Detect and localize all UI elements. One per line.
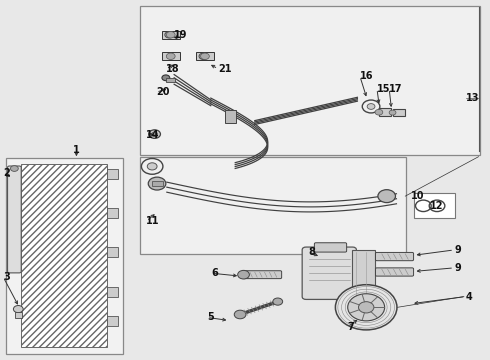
Bar [152, 181, 163, 186]
Circle shape [148, 177, 166, 190]
Bar [379, 108, 391, 116]
Text: 18: 18 [166, 64, 179, 74]
FancyBboxPatch shape [302, 247, 356, 300]
Circle shape [165, 32, 173, 38]
Text: 5: 5 [207, 312, 214, 322]
Circle shape [389, 110, 396, 115]
Circle shape [238, 270, 249, 279]
Circle shape [149, 130, 160, 138]
Text: 8: 8 [309, 247, 316, 257]
Bar [107, 287, 118, 297]
Circle shape [199, 53, 208, 59]
Text: 6: 6 [212, 268, 219, 278]
FancyBboxPatch shape [242, 271, 282, 279]
Text: 11: 11 [147, 216, 160, 226]
Bar [107, 247, 118, 257]
Text: 7: 7 [347, 322, 354, 332]
Bar [392, 109, 405, 116]
Circle shape [335, 285, 397, 330]
Bar [166, 78, 174, 82]
Bar [225, 110, 236, 123]
Text: 3: 3 [3, 272, 10, 282]
Bar [21, 164, 107, 347]
Bar [140, 6, 480, 155]
Bar [196, 53, 214, 60]
Bar [5, 158, 123, 354]
Text: 20: 20 [156, 87, 170, 97]
Circle shape [162, 75, 170, 81]
FancyBboxPatch shape [351, 250, 375, 297]
Circle shape [166, 53, 175, 59]
Text: 2: 2 [3, 168, 10, 178]
Bar [162, 31, 179, 39]
Bar [414, 193, 455, 218]
Circle shape [200, 53, 209, 59]
FancyBboxPatch shape [375, 268, 414, 276]
Circle shape [147, 163, 157, 170]
Circle shape [378, 190, 395, 203]
Circle shape [375, 109, 383, 115]
Bar [107, 168, 118, 179]
Circle shape [348, 294, 385, 321]
Circle shape [10, 166, 18, 171]
Circle shape [273, 298, 283, 305]
Text: 10: 10 [411, 191, 425, 201]
Text: 4: 4 [466, 292, 472, 302]
Circle shape [367, 104, 375, 109]
Text: 9: 9 [454, 263, 461, 273]
FancyBboxPatch shape [375, 252, 414, 261]
Bar [140, 157, 406, 253]
Text: 1: 1 [73, 144, 80, 154]
Text: 17: 17 [389, 84, 403, 94]
Text: 19: 19 [174, 30, 188, 40]
Text: 16: 16 [360, 71, 373, 81]
Circle shape [152, 132, 158, 136]
Bar [107, 316, 118, 325]
Text: 9: 9 [454, 245, 461, 255]
Circle shape [359, 302, 374, 313]
FancyBboxPatch shape [7, 166, 21, 273]
Text: 12: 12 [430, 201, 443, 211]
Circle shape [234, 310, 246, 319]
Text: 13: 13 [466, 93, 479, 103]
Circle shape [166, 32, 175, 38]
Circle shape [13, 306, 23, 313]
Text: 15: 15 [377, 84, 391, 94]
Text: 14: 14 [147, 130, 160, 140]
Bar [162, 53, 179, 60]
Bar [15, 312, 22, 319]
Bar [107, 208, 118, 218]
FancyBboxPatch shape [315, 243, 346, 252]
Text: 21: 21 [218, 64, 232, 74]
